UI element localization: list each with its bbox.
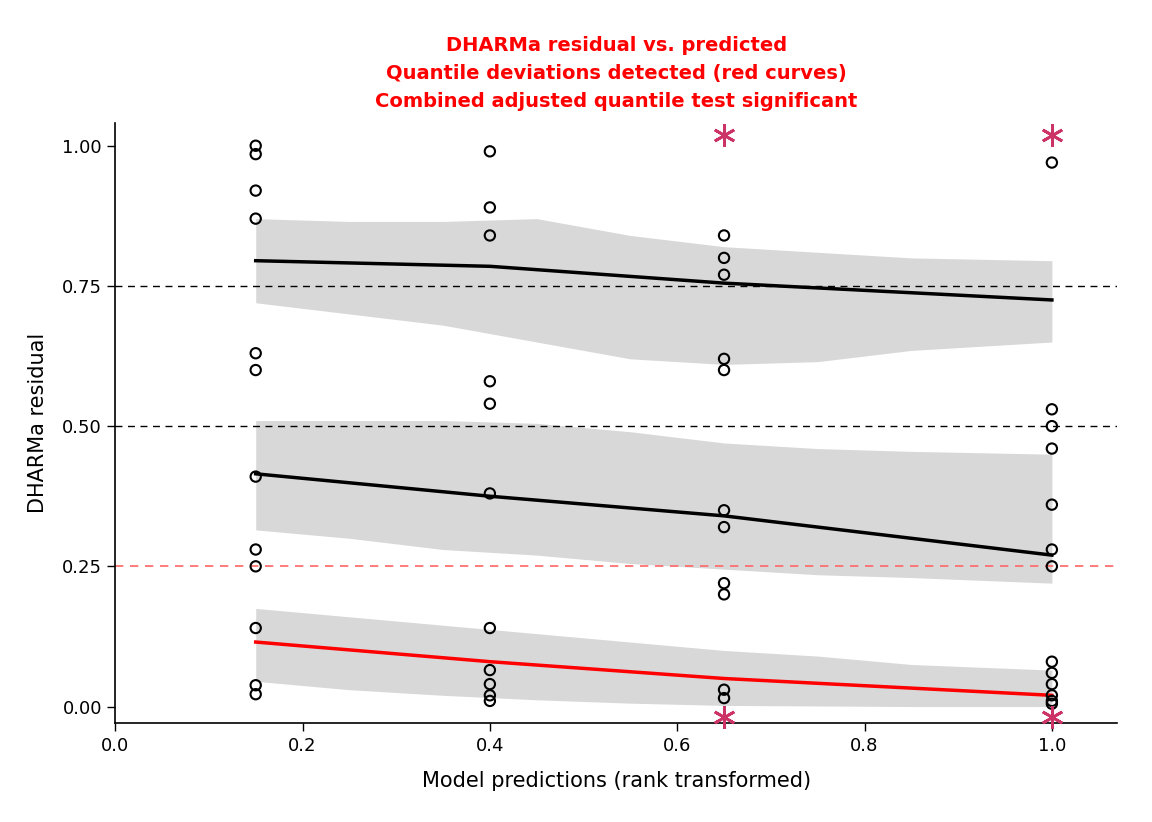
Point: [480, 375, 499, 388]
Point: [715, 504, 734, 517]
X-axis label: Model predictions (rank transformed): Model predictions (rank transformed): [422, 771, 811, 792]
Point: [247, 543, 265, 556]
Point: [715, 576, 734, 589]
Point: [1043, 419, 1061, 432]
Point: [247, 470, 265, 483]
Point: [1043, 677, 1061, 690]
Point: [1043, 697, 1061, 710]
Title: DHARMa residual vs. predicted
Quantile deviations detected (red curves)
Combined: DHARMa residual vs. predicted Quantile d…: [376, 35, 857, 111]
Point: [480, 689, 499, 702]
Point: [715, 353, 734, 366]
Point: [247, 621, 265, 635]
Point: [480, 695, 499, 708]
Point: [247, 347, 265, 360]
Point: [715, 588, 734, 601]
Point: [247, 139, 265, 152]
Point: [480, 621, 499, 635]
Point: [715, 683, 734, 696]
Point: [247, 679, 265, 692]
Point: [1043, 560, 1061, 573]
Point: [1043, 655, 1061, 668]
Point: [1043, 442, 1061, 455]
Y-axis label: DHARMa residual: DHARMa residual: [28, 333, 48, 514]
Point: [247, 148, 265, 161]
Point: [247, 688, 265, 701]
Point: [1043, 543, 1061, 556]
Point: [1043, 667, 1061, 680]
Point: [480, 663, 499, 677]
Point: [480, 487, 499, 500]
Point: [247, 212, 265, 225]
Point: [480, 397, 499, 410]
Point: [480, 145, 499, 158]
Point: [715, 252, 734, 265]
Point: [1043, 156, 1061, 169]
Point: [715, 691, 734, 704]
Point: [247, 560, 265, 573]
Point: [1043, 695, 1061, 708]
Point: [1043, 498, 1061, 511]
Point: [1043, 403, 1061, 416]
Point: [715, 520, 734, 533]
Point: [715, 363, 734, 376]
Point: [715, 229, 734, 242]
Point: [247, 184, 265, 197]
Point: [1043, 689, 1061, 702]
Point: [480, 677, 499, 690]
Point: [247, 363, 265, 376]
Point: [480, 201, 499, 214]
Point: [715, 268, 734, 281]
Point: [480, 229, 499, 242]
